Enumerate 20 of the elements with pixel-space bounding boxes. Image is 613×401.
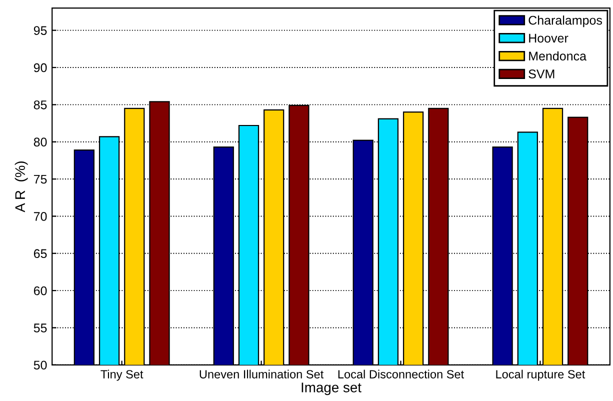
- y-tick-label: 95: [34, 26, 47, 35]
- x-tick-label: Local Disconnection Set: [338, 370, 464, 378]
- y-tick-label: 60: [34, 286, 47, 296]
- x-tick-label: Tiny Set: [100, 370, 144, 381]
- y-tick-label: 75: [34, 174, 47, 184]
- legend-label: Mendonca: [529, 51, 586, 61]
- y-tick-label: 65: [34, 249, 47, 258]
- y-tick-label: 80: [34, 138, 47, 147]
- y-tick-label: 50: [34, 360, 47, 370]
- legend-label: Hoover: [529, 34, 568, 43]
- legend-label: Charalampos: [528, 16, 602, 28]
- y-tick-label: 70: [34, 212, 47, 221]
- y-tick-label: 55: [34, 324, 47, 332]
- x-tick-label: Uneven Illumination Set: [200, 370, 324, 378]
- y-axis-title: A R (%): [14, 161, 28, 212]
- legend-label: SVM: [528, 70, 554, 78]
- x-tick-label: Local rupture Set: [496, 370, 586, 381]
- y-tick-label: 85: [34, 100, 47, 110]
- y-tick-label: 90: [34, 63, 47, 72]
- x-axis-title: Image set: [302, 382, 362, 396]
